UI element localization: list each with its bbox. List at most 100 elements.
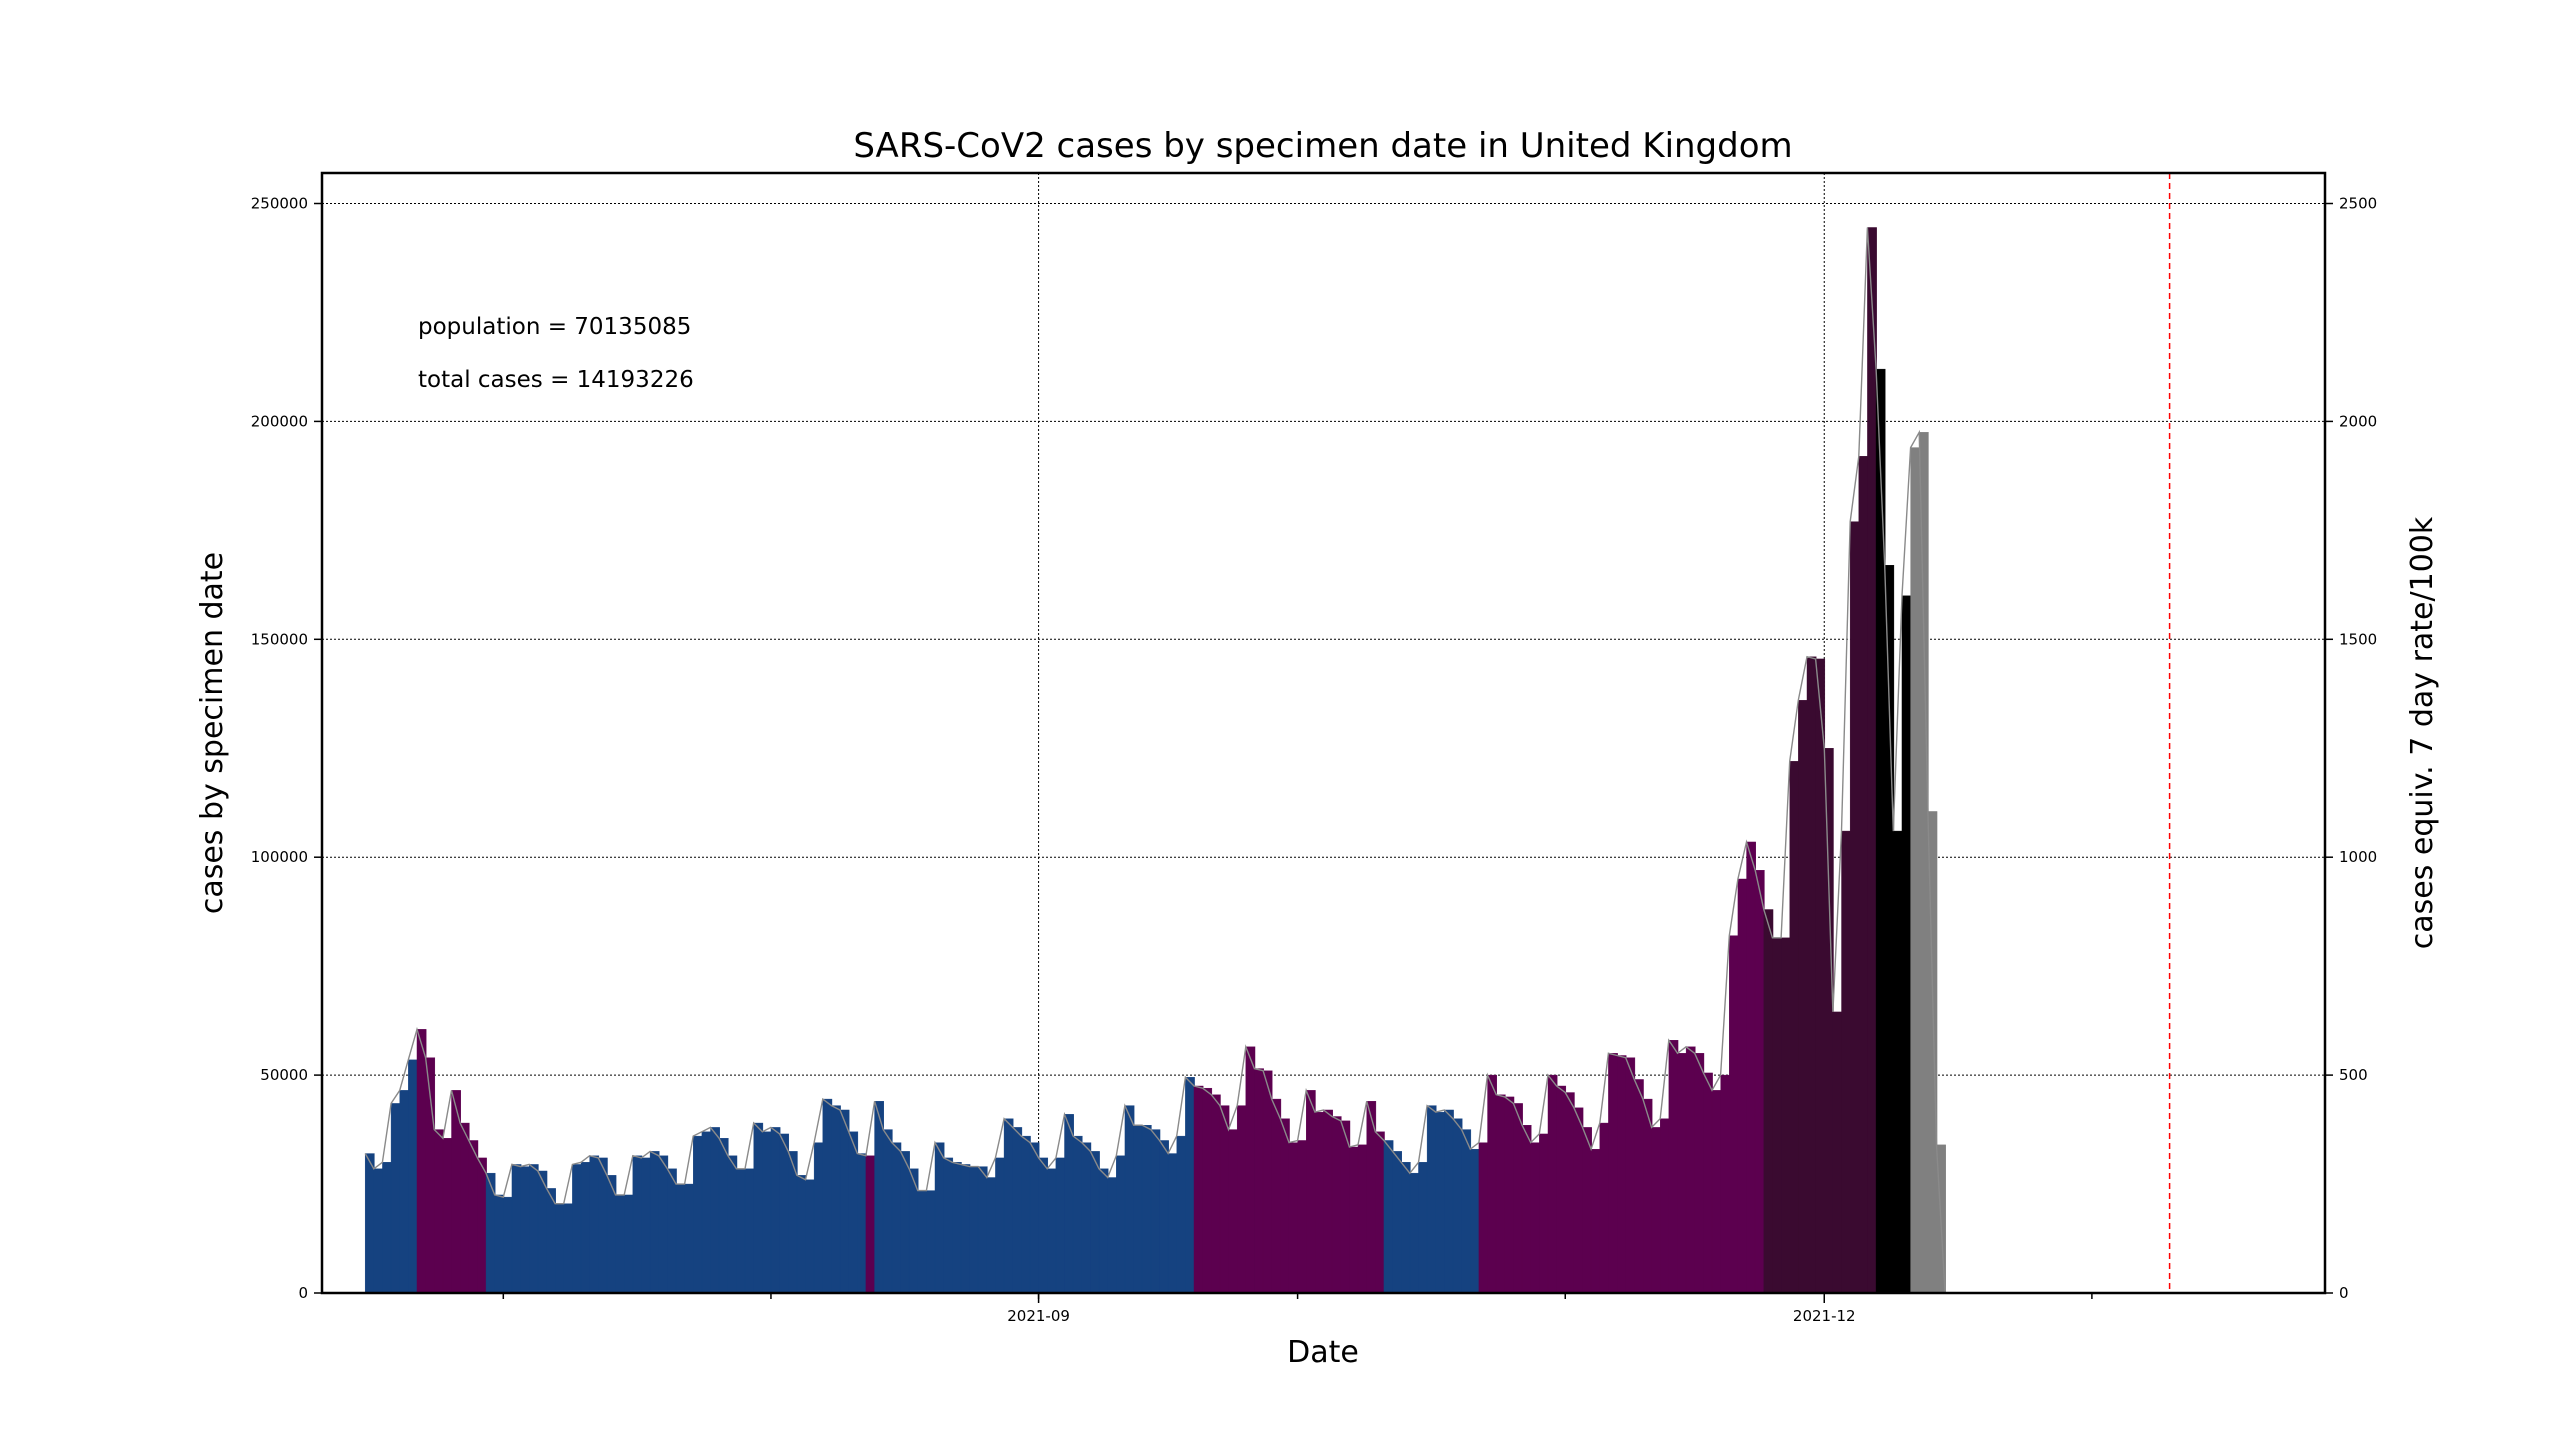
bar	[1668, 1040, 1679, 1294]
bar	[857, 1153, 867, 1294]
bar	[1660, 1118, 1670, 1294]
bar	[1159, 1140, 1169, 1294]
y-axis-title: cases by specimen date	[195, 552, 230, 914]
bar	[1590, 1148, 1601, 1294]
y-tick-label: 150000	[251, 630, 308, 648]
bar	[1789, 761, 1800, 1294]
bar	[796, 1175, 807, 1294]
bar	[1012, 1127, 1023, 1294]
bar	[1167, 1153, 1178, 1294]
bar	[813, 1142, 824, 1294]
y2-axis-title: cases equiv. 7 day rate/100k	[2405, 516, 2440, 949]
y-tick-label: 200000	[251, 412, 308, 430]
bar	[1530, 1142, 1541, 1294]
bar	[1098, 1168, 1109, 1294]
bar	[1910, 447, 1921, 1294]
x-tick-label: 2021-12	[1793, 1307, 1856, 1325]
bar	[1893, 830, 1903, 1294]
bar	[364, 1153, 375, 1294]
bar	[684, 1183, 695, 1294]
bar	[1452, 1118, 1463, 1294]
bar	[1780, 937, 1791, 1294]
bar	[1599, 1122, 1610, 1294]
bar	[1219, 1105, 1230, 1294]
bar	[1763, 909, 1774, 1294]
y2-tick-label: 500	[2339, 1066, 2368, 1084]
y2-tick-label: 0	[2339, 1284, 2349, 1302]
bar	[1504, 1096, 1515, 1294]
bar	[563, 1203, 574, 1294]
bar	[1729, 935, 1739, 1294]
bar	[710, 1127, 720, 1294]
bar	[580, 1162, 591, 1294]
bar	[1573, 1107, 1584, 1294]
bar	[1150, 1129, 1161, 1294]
bar	[952, 1162, 962, 1294]
bar	[1314, 1111, 1325, 1294]
bar	[926, 1190, 936, 1294]
bar	[382, 1162, 392, 1294]
bar	[1478, 1142, 1489, 1294]
bar	[831, 1105, 841, 1294]
bar	[1521, 1125, 1532, 1294]
y2-tick-label: 1500	[2339, 630, 2377, 648]
bar	[934, 1142, 945, 1294]
bar	[494, 1194, 505, 1294]
bar	[1392, 1151, 1403, 1294]
bar	[1306, 1090, 1316, 1294]
bar	[1470, 1148, 1480, 1294]
bar	[1323, 1109, 1333, 1294]
bar	[1038, 1157, 1049, 1294]
bar	[917, 1190, 928, 1294]
bar	[1055, 1157, 1066, 1294]
bar	[1798, 700, 1808, 1294]
bar	[1435, 1111, 1446, 1294]
bar	[770, 1127, 781, 1294]
bar	[1884, 565, 1895, 1294]
bar	[1495, 1094, 1506, 1294]
bar	[1642, 1098, 1653, 1294]
bar	[891, 1142, 902, 1294]
bar	[736, 1168, 746, 1294]
bar	[1547, 1074, 1558, 1294]
bar	[1746, 841, 1756, 1294]
bar	[1021, 1135, 1031, 1294]
bar	[468, 1140, 479, 1294]
bar	[900, 1151, 910, 1294]
bar	[667, 1168, 677, 1294]
bar	[529, 1164, 539, 1294]
bar	[718, 1138, 729, 1294]
bar	[753, 1122, 764, 1294]
bar	[1236, 1105, 1247, 1294]
bar	[977, 1166, 988, 1294]
bar	[1444, 1109, 1454, 1294]
bar	[615, 1194, 625, 1294]
bar	[1029, 1142, 1040, 1294]
bar	[1003, 1118, 1014, 1294]
bar	[1487, 1074, 1497, 1294]
bar	[1280, 1118, 1290, 1294]
bar	[554, 1203, 565, 1294]
bar	[1720, 1074, 1731, 1294]
bar	[598, 1157, 608, 1294]
bar	[1072, 1135, 1083, 1294]
bar	[1711, 1090, 1722, 1294]
bar	[503, 1196, 513, 1294]
bar	[1426, 1105, 1437, 1294]
bar	[1193, 1085, 1204, 1294]
bar	[632, 1155, 643, 1294]
bar	[1176, 1135, 1187, 1294]
bar	[1461, 1129, 1472, 1294]
bar	[1849, 521, 1860, 1294]
bar	[1331, 1116, 1342, 1294]
x-axis-title: Date	[1287, 1335, 1359, 1370]
bar	[1875, 368, 1886, 1294]
bar	[839, 1109, 850, 1294]
bar	[589, 1155, 600, 1294]
bar	[1539, 1133, 1549, 1294]
bar	[1556, 1085, 1567, 1294]
bar	[1919, 432, 1929, 1294]
bar	[1651, 1127, 1662, 1294]
bar	[1047, 1168, 1057, 1294]
bar	[1694, 1053, 1705, 1294]
